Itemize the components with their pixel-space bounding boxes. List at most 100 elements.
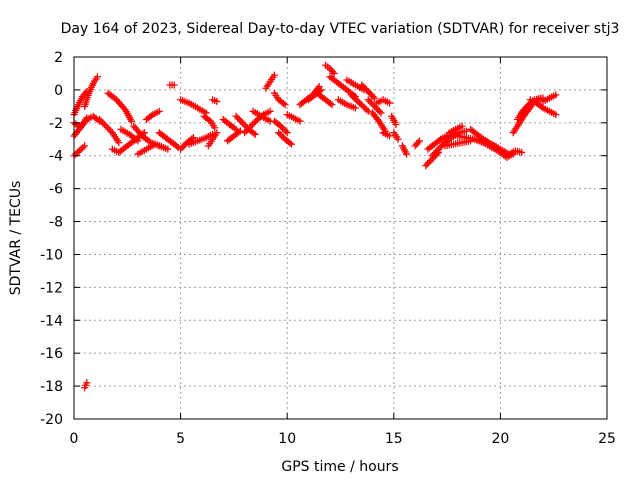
data-point xyxy=(423,160,431,168)
data-point xyxy=(238,119,246,127)
data-point xyxy=(230,124,238,132)
y-tick-label: -6 xyxy=(49,182,63,198)
data-point xyxy=(178,144,186,151)
data-point xyxy=(134,137,142,145)
data-point xyxy=(205,116,213,124)
y-axis-label: SDTVAR / TECUs xyxy=(8,181,24,296)
data-point xyxy=(519,107,527,115)
data-point xyxy=(105,125,113,133)
data-point xyxy=(375,107,383,115)
y-tick-label: -8 xyxy=(49,215,63,231)
data-point xyxy=(394,135,402,143)
x-axis-label: GPS time / hours xyxy=(281,459,398,475)
data-point xyxy=(107,127,115,135)
data-point xyxy=(275,129,283,137)
data-point xyxy=(386,132,394,140)
data-point xyxy=(435,137,443,145)
data-point xyxy=(249,120,257,128)
data-point xyxy=(155,107,163,115)
data-point xyxy=(96,116,104,124)
data-point xyxy=(211,124,219,132)
data-point xyxy=(364,88,372,96)
plot-area-frame xyxy=(73,56,608,420)
data-point xyxy=(164,145,172,153)
y-tick-label: 2 xyxy=(54,50,63,66)
data-point xyxy=(462,127,470,135)
data-point xyxy=(430,150,438,158)
data-point xyxy=(232,112,240,120)
data-point xyxy=(147,112,155,120)
data-point xyxy=(276,130,284,138)
y-tick-label: -14 xyxy=(40,313,63,329)
data-point xyxy=(128,117,136,125)
data-point xyxy=(366,97,374,105)
data-point xyxy=(236,127,244,135)
y-tick-label: -4 xyxy=(49,149,63,165)
chart-title: Day 164 of 2023, Sidereal Day-to-day VTE… xyxy=(61,21,620,37)
data-point xyxy=(403,150,411,158)
data-point xyxy=(361,84,369,92)
data-point xyxy=(369,101,377,109)
data-point xyxy=(428,152,436,160)
data-point xyxy=(270,71,278,79)
data-point xyxy=(99,119,107,127)
data-point xyxy=(433,147,441,155)
data-point xyxy=(282,127,290,135)
data-point xyxy=(358,81,366,89)
data-point xyxy=(115,139,123,147)
data-point xyxy=(363,86,371,94)
y-tick-label: -10 xyxy=(40,247,63,263)
y-axis-tick-labels: 2 0 -2 -4 -6 -8 -10 -12 -14 -16 -18 -20 xyxy=(40,50,63,428)
data-point xyxy=(524,102,532,110)
y-tick-label: -20 xyxy=(40,412,63,428)
data-point xyxy=(427,157,435,165)
data-point xyxy=(235,116,243,124)
data-point xyxy=(287,140,295,148)
data-point xyxy=(241,129,249,137)
data-point xyxy=(277,122,285,130)
data-point xyxy=(104,124,112,132)
data-point xyxy=(81,142,89,150)
data-point xyxy=(235,128,243,136)
data-point xyxy=(296,117,304,125)
data-point xyxy=(329,68,337,76)
data-point xyxy=(102,122,110,130)
data-point xyxy=(374,116,382,124)
data-point xyxy=(279,99,287,107)
data-point xyxy=(173,142,181,150)
data-point xyxy=(425,158,433,166)
data-point xyxy=(83,114,91,122)
data-point xyxy=(247,122,255,130)
data-point xyxy=(518,109,526,117)
data-point xyxy=(177,145,185,153)
x-axis-tick-labels: 0 5 10 15 20 25 xyxy=(70,431,616,447)
data-points xyxy=(70,61,560,392)
data-point xyxy=(422,162,430,170)
data-point xyxy=(250,119,258,127)
data-point xyxy=(431,148,439,156)
data-point xyxy=(245,124,253,132)
data-point xyxy=(170,81,178,89)
data-point xyxy=(160,144,168,151)
data-point xyxy=(278,124,286,132)
data-point xyxy=(83,379,91,387)
data-point xyxy=(364,107,372,115)
data-point xyxy=(326,99,334,107)
data-point xyxy=(367,91,375,99)
data-point xyxy=(250,129,258,137)
data-point xyxy=(283,129,291,137)
data-point xyxy=(213,97,221,105)
data-point xyxy=(213,129,221,137)
data-point xyxy=(364,96,372,104)
data-point xyxy=(458,122,466,130)
data-point xyxy=(436,144,444,151)
data-point xyxy=(281,101,289,109)
data-point xyxy=(518,148,526,156)
axis-ticks xyxy=(73,56,608,420)
data-point xyxy=(317,86,325,94)
data-point xyxy=(371,94,379,102)
data-point xyxy=(415,137,423,145)
data-point xyxy=(266,107,274,115)
data-point xyxy=(552,111,560,119)
